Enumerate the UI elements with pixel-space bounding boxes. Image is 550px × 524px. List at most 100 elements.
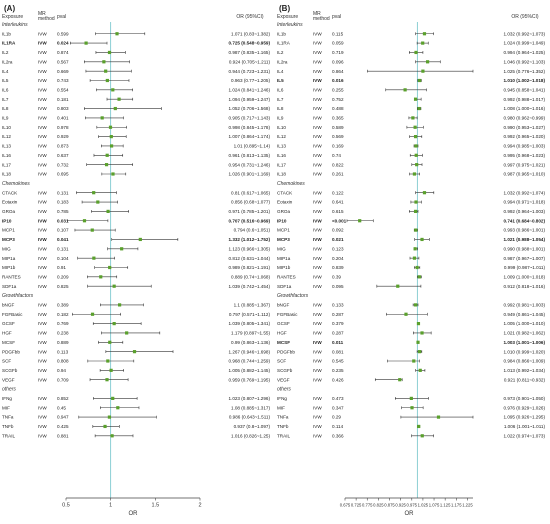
pval-label: 0.204 bbox=[332, 256, 344, 261]
or-ci-label: 1.021 (0.988~1.054) bbox=[503, 237, 545, 242]
exposure-label: SCGFb bbox=[2, 368, 18, 373]
x-tick-label: 0.825 bbox=[373, 503, 384, 508]
or-ci-label: 0.990 (0.953~1.027) bbox=[503, 125, 545, 130]
x-tick-label: 0.975 bbox=[407, 503, 418, 508]
method-label: IVW bbox=[38, 349, 47, 354]
or-point bbox=[92, 256, 96, 260]
or-point bbox=[420, 237, 424, 242]
table-row: SCGFb IVW 0.235 1.013 (0.992~1.034) bbox=[277, 368, 545, 373]
pval-label: 0.669 bbox=[57, 69, 69, 74]
table-row: IL6 IVW 0.255 0.945 (0.858~1.041) bbox=[277, 87, 545, 92]
method-label: IVW bbox=[38, 303, 47, 308]
pval-label: 0.095 bbox=[332, 284, 344, 289]
x-tick-label: 1.075 bbox=[429, 503, 440, 508]
method-label: IVW bbox=[38, 209, 47, 214]
exposure-label: IL16 bbox=[277, 153, 286, 158]
method-label: IVW bbox=[313, 116, 322, 121]
table-row: bNGF IVW 0.133 0.992 (0.981~1.003) bbox=[277, 303, 545, 308]
or-ci-label: 1.052 (0.706~1.568) bbox=[228, 106, 270, 111]
or-ci-label: 0.995 (0.968~1.023) bbox=[503, 153, 545, 158]
method-label: IVW bbox=[313, 209, 322, 214]
pval-label: 0.825 bbox=[57, 284, 69, 289]
or-point bbox=[132, 350, 137, 354]
exposure-label: IP10 bbox=[277, 218, 287, 223]
exposure-label: TNFa bbox=[2, 415, 14, 420]
table-row: MIP1b IVW 0.91 0.989 (0.821~1.191) bbox=[2, 265, 270, 270]
exposure-label: HGF bbox=[277, 331, 287, 336]
or-ci-label: 1.005 (0.882~1.145) bbox=[228, 368, 270, 373]
method-label: IVW bbox=[38, 284, 47, 289]
exposure-label: bNGF bbox=[277, 303, 289, 308]
table-row: PDGFbb IVW 0.113 1.267 (0.946~1.698) bbox=[2, 349, 270, 354]
pval-label: 0.133 bbox=[332, 303, 344, 308]
header-method: MR bbox=[313, 11, 321, 17]
pval-label: 0.29 bbox=[332, 415, 341, 420]
or-point bbox=[413, 247, 417, 251]
method-label: IVW bbox=[38, 321, 47, 326]
or-ci-label: 0.994 (0.964~1.025) bbox=[503, 50, 545, 55]
pval-label: 0.041 bbox=[57, 237, 69, 242]
pval-label: 0.347 bbox=[332, 405, 344, 410]
or-ci-label: 1.094 (0.959~1.247) bbox=[228, 97, 270, 102]
exposure-label: MIG bbox=[277, 246, 286, 251]
table-row: IL13 IVW 0.169 0.994 (0.985~1.003) bbox=[277, 144, 545, 149]
or-point bbox=[100, 116, 104, 120]
pval-label: 0.881 bbox=[57, 433, 69, 438]
panel-label: (A) bbox=[4, 4, 15, 13]
or-ci-label: 0.973 (0.901~1.050) bbox=[503, 396, 545, 401]
method-label: IVW bbox=[38, 59, 47, 64]
or-point bbox=[398, 378, 402, 382]
pval-label: 0.545 bbox=[332, 359, 344, 364]
method-label: IVW bbox=[38, 228, 47, 233]
exposure-label: IL5 bbox=[2, 78, 9, 83]
or-point bbox=[120, 247, 124, 251]
method-label: IVW bbox=[313, 97, 322, 102]
or-point bbox=[111, 88, 115, 92]
or-ci-label: 0.797 (0.571~1.112) bbox=[229, 312, 271, 317]
table-row: IL17 IVW 0.732 0.954 (0.731~1.246) bbox=[2, 162, 270, 167]
exposure-label: SDF1a bbox=[277, 284, 292, 289]
or-point bbox=[109, 144, 114, 148]
or-point bbox=[109, 368, 113, 372]
table-row: FGFBasic IVW 0.182 0.797 (0.571~1.112) bbox=[2, 312, 270, 317]
exposure-label: MCP3 bbox=[277, 237, 290, 242]
or-ci-label: 0.994 (0.971~1.018) bbox=[503, 200, 545, 205]
pval-label: 0.238 bbox=[57, 331, 69, 336]
exposure-label: IL17 bbox=[2, 162, 11, 167]
or-ci-label: 0.959 (0.769~1.195) bbox=[228, 377, 270, 382]
or-ci-label: 0.945 (0.858~1.041) bbox=[503, 87, 545, 92]
exposure-label: IL1RA bbox=[2, 41, 16, 46]
or-point bbox=[116, 406, 120, 410]
method-label: IVW bbox=[313, 162, 322, 167]
exposure-label: IL7 bbox=[277, 97, 284, 102]
or-point bbox=[413, 125, 417, 129]
table-row: IP10 IVW 0.031 0.707 (0.516~0.969) bbox=[2, 218, 270, 223]
exposure-label: IL6 bbox=[277, 87, 284, 92]
pval-label: 0.473 bbox=[332, 396, 344, 401]
or-ci-label: 1.005 (1.000~1.010) bbox=[503, 321, 545, 326]
table-row: IL5 IVW 0.016 1.010 (1.002~1.018) bbox=[277, 78, 545, 83]
pval-label: 0.719 bbox=[332, 50, 344, 55]
exposure-label: MIG bbox=[2, 246, 11, 251]
x-tick-label: 0.775 bbox=[362, 503, 373, 508]
table-row: IL8 IVW 0.803 1.052 (0.706~1.568) bbox=[2, 106, 270, 111]
method-label: IVW bbox=[38, 190, 47, 195]
table-row: IL1RA IVW 0.024 0.725 (0.548~0.959) bbox=[2, 41, 270, 46]
or-ci-label: 0.924 (0.705~1.211) bbox=[229, 59, 271, 64]
or-ci-label: 0.905 (0.717~1.143) bbox=[228, 116, 270, 121]
pval-label: 0.059 bbox=[332, 41, 344, 46]
or-ci-label: 0.81 (0.617~1.065) bbox=[231, 190, 270, 195]
exposure-label: IL8 bbox=[2, 106, 9, 111]
exposure-label: IL12 bbox=[2, 134, 11, 139]
or-point bbox=[104, 69, 108, 73]
method-label: IVW bbox=[313, 69, 322, 74]
table-row: HGF IVW 0.238 1.179 (0.897~1.55) bbox=[2, 331, 270, 336]
or-ci-label: 0.99 (0.863~1.136) bbox=[231, 340, 270, 345]
or-ci-label: 0.997 (0.975~1.021) bbox=[503, 162, 545, 167]
pval-label: 0.366 bbox=[332, 433, 344, 438]
exposure-label: FGFBasic bbox=[2, 312, 23, 317]
table-row: IL2 IVW 0.874 0.987 (0.835~1.165) bbox=[2, 50, 270, 55]
method-label: IVW bbox=[313, 78, 322, 83]
or-point bbox=[82, 219, 87, 223]
pval-label: 0.031 bbox=[57, 218, 69, 223]
